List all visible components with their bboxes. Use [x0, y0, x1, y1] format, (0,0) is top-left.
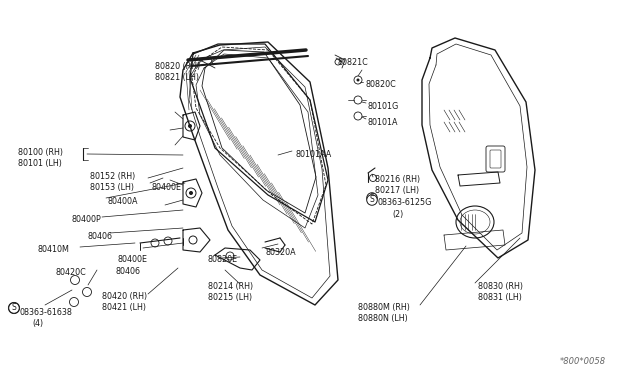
- Text: 80152 (RH): 80152 (RH): [90, 172, 135, 181]
- Text: 80421 (LH): 80421 (LH): [102, 303, 146, 312]
- Text: 80400A: 80400A: [108, 197, 138, 206]
- Text: S: S: [12, 304, 17, 312]
- Text: 80831 (LH): 80831 (LH): [478, 293, 522, 302]
- Text: 08363-6125G: 08363-6125G: [378, 198, 433, 207]
- Text: 80214 (RH): 80214 (RH): [208, 282, 253, 291]
- Text: 80400E: 80400E: [152, 183, 182, 192]
- Text: 80320A: 80320A: [265, 248, 296, 257]
- Text: 80101A: 80101A: [368, 118, 399, 127]
- Text: 80820C: 80820C: [365, 80, 396, 89]
- Text: S: S: [370, 193, 374, 202]
- Text: 80821C: 80821C: [338, 58, 369, 67]
- Text: 80217 (LH): 80217 (LH): [375, 186, 419, 195]
- Text: 80880N (LH): 80880N (LH): [358, 314, 408, 323]
- Text: 80406: 80406: [88, 232, 113, 241]
- Text: 80215 (LH): 80215 (LH): [208, 293, 252, 302]
- Circle shape: [356, 78, 360, 81]
- Text: 80880M (RH): 80880M (RH): [358, 303, 410, 312]
- Text: *800*0058: *800*0058: [560, 357, 606, 366]
- Text: 80410M: 80410M: [38, 245, 70, 254]
- Text: (4): (4): [32, 319, 43, 328]
- Text: 80153 (LH): 80153 (LH): [90, 183, 134, 192]
- Text: 80100 (RH): 80100 (RH): [18, 148, 63, 157]
- Text: S: S: [370, 196, 374, 205]
- Text: 80101G: 80101G: [368, 102, 399, 111]
- Text: 80216 (RH): 80216 (RH): [375, 175, 420, 184]
- Text: 80821 (LH): 80821 (LH): [155, 73, 199, 82]
- Text: 80420 (RH): 80420 (RH): [102, 292, 147, 301]
- Text: 80400P: 80400P: [72, 215, 102, 224]
- Text: 80830 (RH): 80830 (RH): [478, 282, 523, 291]
- Text: 80400E: 80400E: [118, 255, 148, 264]
- Text: 80406: 80406: [116, 267, 141, 276]
- Text: 80820E: 80820E: [208, 255, 238, 264]
- Text: 80820 (RH): 80820 (RH): [155, 62, 200, 71]
- Circle shape: [189, 191, 193, 195]
- Text: S: S: [12, 304, 17, 312]
- Text: 08363-61638: 08363-61638: [20, 308, 73, 317]
- Text: 80420C: 80420C: [55, 268, 86, 277]
- Text: 80101 (LH): 80101 (LH): [18, 159, 62, 168]
- Text: 80101AA: 80101AA: [295, 150, 332, 159]
- Text: (2): (2): [392, 210, 403, 219]
- Circle shape: [188, 124, 192, 128]
